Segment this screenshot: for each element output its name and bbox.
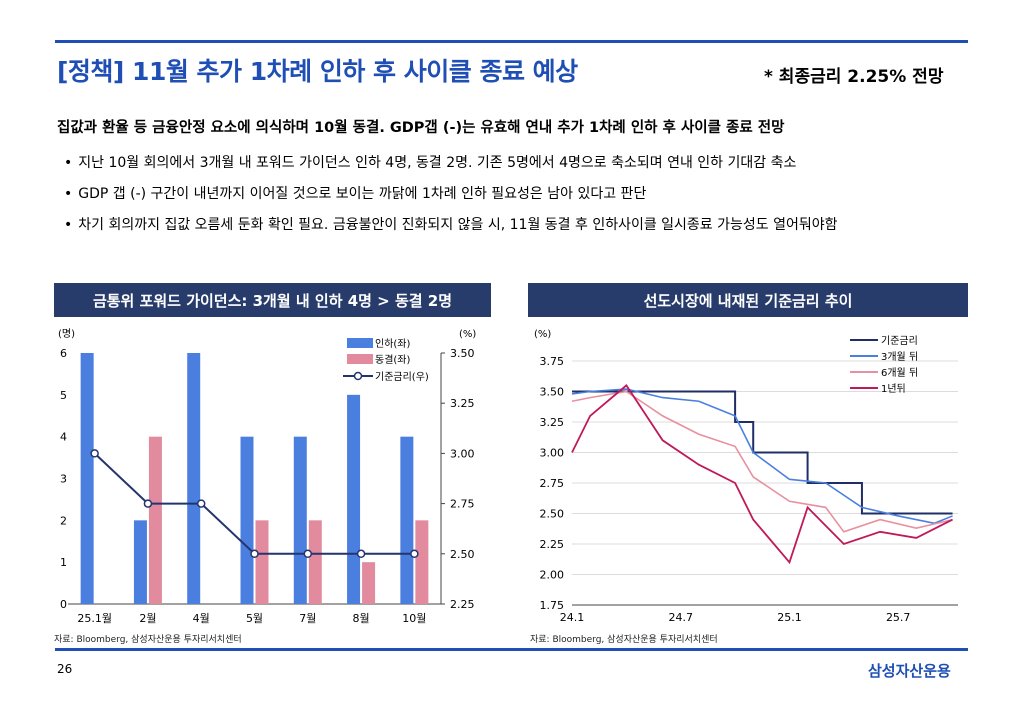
y-tick-label-left: 4: [60, 431, 67, 444]
legend-label-2: 3개월 뒤: [881, 351, 918, 363]
x-tick-label: 24.1: [560, 611, 585, 624]
page-title: [정책] 11월 추가 1차례 인하 후 사이클 종료 예상: [57, 57, 578, 86]
bullet-dot: •: [64, 217, 73, 233]
policy-rate-point: [250, 549, 259, 559]
series-line-4: [571, 384, 953, 565]
legend-label-3: 6개월 뒤: [881, 367, 918, 379]
x-tick-label: 10월: [402, 612, 426, 625]
legend-marker-rate: [353, 371, 363, 381]
bar-cut: [80, 353, 94, 604]
legend-label-cut: 인하(좌): [375, 337, 411, 350]
source-note-right: 자료: Bloomberg, 삼성자산운용 투자리서치센터: [530, 635, 718, 645]
y-tick-label-right: 3.50: [450, 347, 475, 360]
bar-cut: [347, 394, 361, 604]
x-tick-label: 25.1: [777, 611, 802, 624]
bar-cut: [133, 520, 147, 604]
y-tick-label-right: 3.00: [450, 447, 475, 460]
bullet-item: • 지난 10월 회의에서 3개월 내 포워드 가이던스 인하 4명, 동결 2명…: [64, 152, 796, 172]
y-tick-label-left: 2: [60, 514, 67, 527]
right-panel-header: 선도시장에 내재된 기준금리 추이: [528, 283, 968, 317]
legend-swatch-cut: [347, 338, 373, 348]
bar-hold: [308, 520, 322, 604]
y-tick-label-left: 6: [60, 347, 67, 360]
y-tick-label-right: 3.25: [450, 397, 475, 410]
bar-hold: [255, 520, 269, 604]
y-tick-label: 2.00: [540, 569, 565, 582]
legend-label-4: 1년뒤: [881, 383, 906, 395]
y-tick-label: 3.75: [540, 355, 565, 368]
top-rule: [55, 40, 968, 43]
x-tick-label: 2월: [139, 612, 156, 625]
title-note: * 최종금리 2.25% 전망: [764, 67, 944, 87]
y-axis-unit-left: (명): [58, 328, 75, 340]
bar-hold: [362, 562, 376, 604]
policy-rate-point: [303, 549, 313, 559]
policy-rate-point: [356, 549, 366, 559]
series-line-3: [571, 390, 953, 533]
bar-cut: [240, 436, 254, 604]
bullet-dot: •: [64, 186, 73, 202]
y-axis-unit-right: (%): [459, 329, 476, 340]
policy-rate-point: [196, 499, 206, 508]
y-tick-label-right: 2.25: [450, 598, 475, 611]
legend-swatch-hold: [347, 354, 373, 364]
summary-text: 집값과 환율 등 금융안정 요소에 의식하며 10월 동결. GDP갭 (-)는…: [57, 120, 785, 136]
policy-rate-point: [410, 549, 419, 559]
bullet-item: • 차기 회의까지 집값 오름세 둔화 확인 필요. 금융불안이 진화되지 않을 …: [64, 214, 838, 234]
bullet-dot: •: [64, 155, 73, 171]
bar-cut: [400, 436, 414, 604]
brand-logo: 삼성자산운용: [868, 662, 951, 680]
left-panel-header: 금통위 포워드 가이던스: 3개월 내 인하 4명 > 동결 2명: [54, 283, 491, 317]
policy-rate-point: [143, 499, 153, 508]
y-tick-label-right: 2.50: [450, 548, 475, 561]
bullet-text: 지난 10월 회의에서 3개월 내 포워드 가이던스 인하 4명, 동결 2명.…: [78, 155, 797, 171]
page-number: 26: [57, 662, 73, 676]
series-line-2: [571, 388, 953, 525]
bar-cut: [187, 353, 201, 604]
y-axis-unit: (%): [534, 329, 551, 340]
legend-label-hold: 동결(좌): [375, 354, 411, 366]
legend-label-rate: 기준금리(우): [375, 371, 429, 383]
y-tick-label: 3.25: [540, 416, 565, 429]
x-tick-label: 24.7: [668, 611, 693, 624]
bullet-item: • GDP 갭 (-) 구간이 내년까지 이어질 것으로 보이는 까닭에 1차례 …: [64, 183, 646, 203]
y-tick-label: 2.25: [540, 538, 565, 551]
bottom-rule: [55, 648, 968, 651]
y-tick-label: 3.00: [540, 447, 565, 460]
x-tick-label: 25.7: [886, 611, 911, 624]
y-tick-label: 2.50: [540, 508, 565, 521]
y-tick-label-left: 0: [60, 598, 67, 611]
forward-rate-line-chart: (%) 1.75 2.00 2.25 2.50 2.75 3.00 3.25 3.50 3.75 2…: [534, 329, 958, 624]
x-tick-label: 8월: [353, 612, 370, 625]
y-tick-label-right: 2.75: [450, 498, 475, 511]
guidance-bar-chart: (명) (%) 0 1 2 3 4 5 6 2.25 2.50 2.75 3.00 3.25 3.50 25.…: [58, 328, 476, 625]
y-tick-label: 1.75: [540, 599, 565, 612]
x-tick-label: 4월: [193, 612, 210, 625]
y-tick-label-left: 3: [60, 473, 67, 486]
bar-hold: [148, 436, 162, 604]
x-tick-label: 7월: [299, 612, 316, 625]
x-tick-label: 25.1월: [77, 612, 112, 625]
bar-cut: [293, 436, 307, 604]
policy-rate-point: [90, 449, 99, 458]
series-line-1: [572, 390, 953, 515]
bar-hold: [415, 520, 429, 604]
source-note-left: 자료: Bloomberg, 삼성자산운용 투자리서치센터: [54, 635, 242, 645]
y-tick-label-left: 1: [60, 556, 67, 569]
y-tick-label: 3.50: [540, 386, 565, 399]
y-tick-label-left: 5: [60, 389, 67, 402]
bullet-text: GDP 갭 (-) 구간이 내년까지 이어질 것으로 보이는 까닭에 1차례 인…: [78, 186, 647, 202]
x-tick-label: 5월: [246, 612, 263, 625]
bullet-text: 차기 회의까지 집값 오름세 둔화 확인 필요. 금융불안이 진화되지 않을 시…: [78, 217, 838, 233]
y-tick-label: 2.75: [540, 477, 565, 490]
legend-label-1: 기준금리: [881, 335, 918, 347]
